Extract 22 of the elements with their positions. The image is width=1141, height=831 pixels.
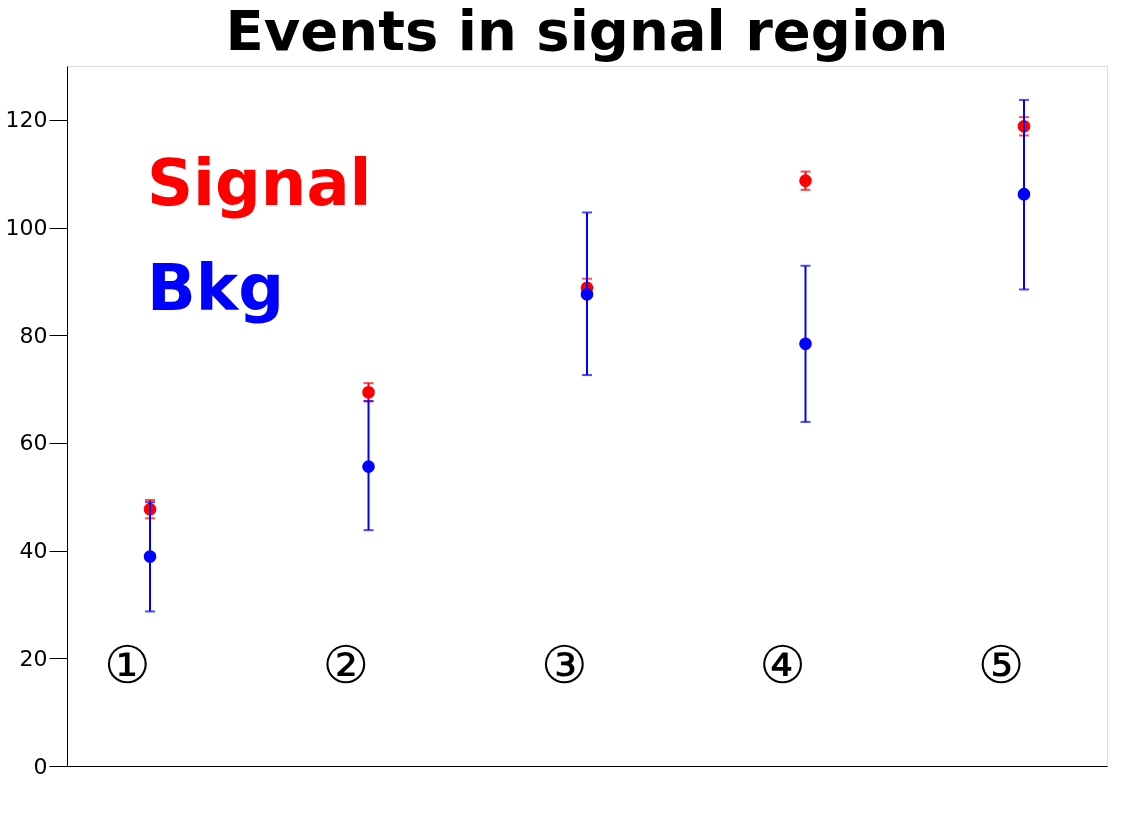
point bbox=[799, 337, 812, 351]
y-tick-label: 80 bbox=[19, 322, 48, 348]
point bbox=[362, 460, 375, 473]
x-tick-label: ③ bbox=[540, 634, 588, 695]
x-tick-label: ⑤ bbox=[977, 634, 1025, 695]
x-tick-label: ④ bbox=[759, 634, 806, 695]
point bbox=[143, 550, 157, 563]
x-tick-label: ① bbox=[103, 634, 151, 695]
y-tick-label: 20 bbox=[19, 645, 48, 671]
chart-title: Events in signal region bbox=[225, 0, 949, 63]
y-tick-label: 40 bbox=[19, 538, 48, 564]
point bbox=[1017, 187, 1031, 201]
point bbox=[362, 386, 375, 399]
y-tick-label: 60 bbox=[19, 430, 48, 456]
text: Signal bbox=[147, 146, 372, 220]
y-tick-label: 100 bbox=[5, 215, 48, 241]
point bbox=[799, 174, 812, 187]
y-tick-label: 0 bbox=[33, 753, 48, 779]
x-tick-label: ② bbox=[322, 634, 370, 695]
y-tick-label: 120 bbox=[5, 107, 48, 133]
point bbox=[580, 288, 594, 301]
text: Bkg bbox=[147, 251, 285, 325]
